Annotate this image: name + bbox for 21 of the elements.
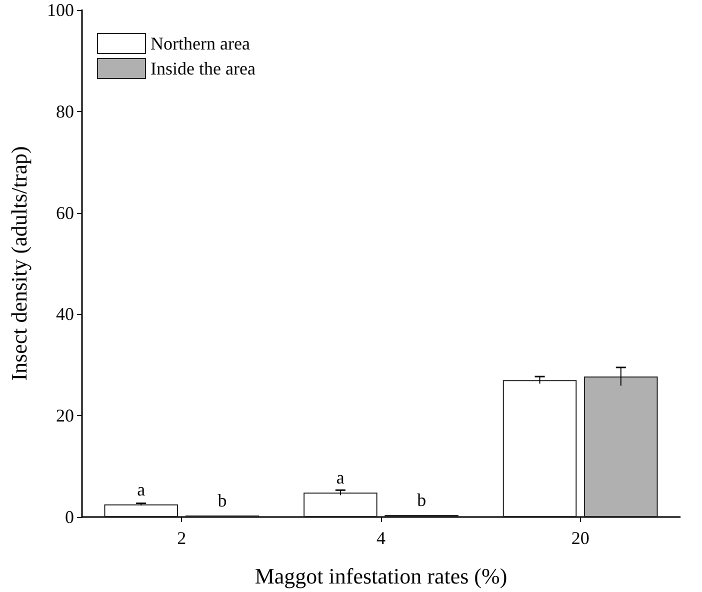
legend-label: Inside the area	[150, 58, 256, 78]
y-tick-label: 100	[47, 0, 74, 20]
annotation: a	[137, 479, 146, 500]
y-tick-label: 0	[65, 507, 74, 527]
bar	[584, 376, 658, 517]
y-tick-label: 20	[56, 406, 74, 426]
x-tick-label: 20	[571, 528, 590, 548]
y-tick-label: 40	[56, 304, 74, 324]
y-tick-label: 60	[56, 202, 74, 223]
bar	[304, 492, 378, 517]
annotation: b	[218, 490, 227, 510]
y-axis-title: Insect density (adults/trap)	[6, 146, 32, 381]
x-axis-title: Maggot infestation rates (%)	[254, 564, 508, 588]
legend-label: Northern area	[150, 34, 250, 54]
x-tick-label: 2	[177, 528, 186, 548]
x-tick-label: 4	[376, 528, 386, 548]
annotation: b	[417, 490, 426, 510]
annotation: a	[336, 468, 344, 488]
bar	[502, 380, 577, 517]
y-tick-label: 80	[56, 101, 74, 122]
bar	[104, 504, 178, 517]
